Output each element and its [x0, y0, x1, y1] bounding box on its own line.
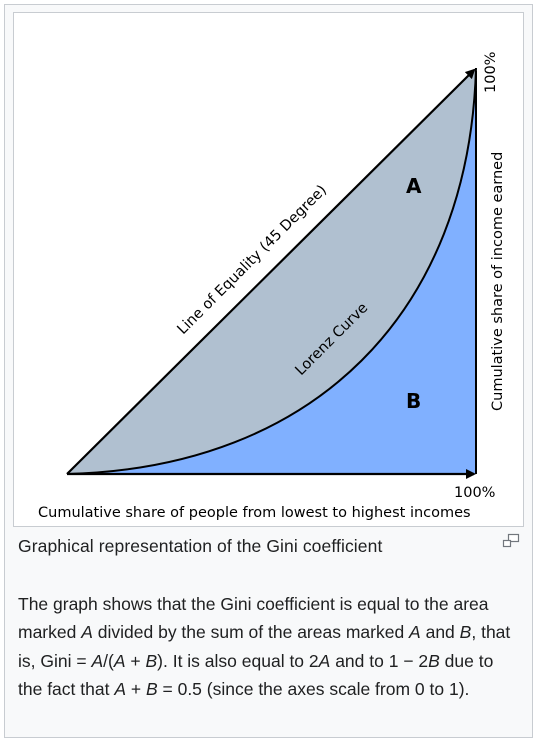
gini-diagram[interactable]: Line of Equality (45 Degree) Lorenz Curv… [13, 12, 524, 527]
y-end-label: 100% [483, 52, 499, 93]
gini-diagram-svg: Line of Equality (45 Degree) Lorenz Curv… [38, 52, 506, 521]
caption-title: Graphical representation of the Gini coe… [18, 536, 383, 556]
line-of-equality [66, 68, 476, 475]
lorenz-curve [66, 67, 477, 475]
area-a-label: A [406, 174, 422, 198]
y-axis-label: Cumulative share of income earned [490, 152, 506, 411]
magnify-icon[interactable] [502, 533, 520, 548]
x-axis-label: Cumulative share of people from lowest t… [38, 505, 471, 521]
area-b [67, 68, 476, 474]
area-b-label: B [406, 389, 421, 413]
caption-body: The graph shows that the Gini coefficien… [18, 594, 511, 699]
figure-frame: Line of Equality (45 Degree) Lorenz Curv… [4, 4, 533, 738]
x-end-label: 100% [454, 485, 495, 501]
